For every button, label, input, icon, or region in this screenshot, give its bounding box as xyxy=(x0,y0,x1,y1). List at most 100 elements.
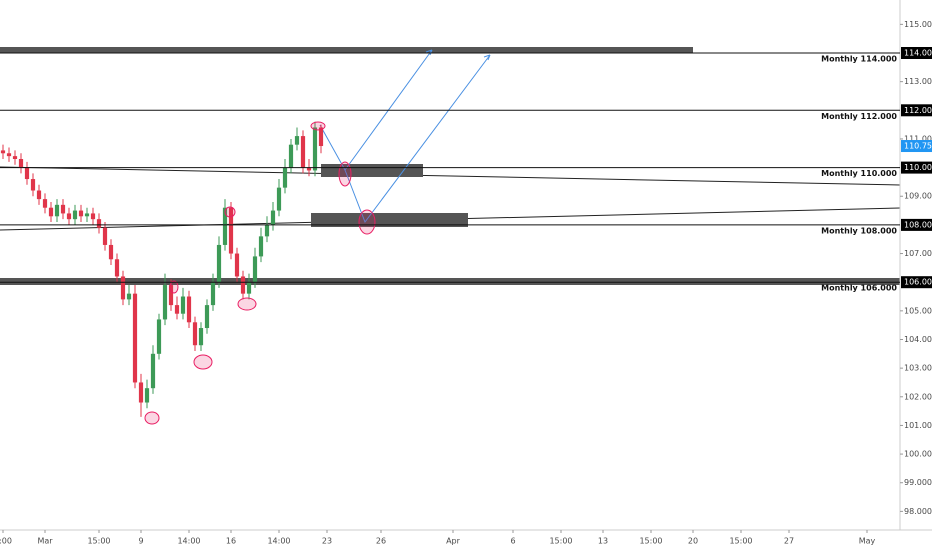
x-tick-label: 14:00 xyxy=(267,537,290,546)
y-tick-label: 99.000 xyxy=(904,478,932,487)
x-tick-label: 27 xyxy=(784,537,794,546)
last-price-label: 110.753 xyxy=(904,142,932,151)
zone xyxy=(321,164,423,177)
x-tick-label: 9 xyxy=(138,537,143,546)
candle-body xyxy=(204,305,210,329)
x-tick-label: 15:00 xyxy=(549,537,572,546)
candle-body xyxy=(306,167,312,171)
candle-body xyxy=(156,319,162,354)
price-label-box xyxy=(901,47,932,59)
candle-body xyxy=(300,136,306,168)
candle-body xyxy=(150,353,156,389)
candle-body xyxy=(102,227,108,245)
x-tick-label: 5:00 xyxy=(0,537,12,546)
level-label: Monthly 110.000 xyxy=(821,169,897,178)
candle-body xyxy=(192,322,198,346)
candle-body xyxy=(210,282,216,306)
candle-body xyxy=(174,305,180,314)
level-label: Monthly 114.000 xyxy=(821,55,897,64)
candle-body xyxy=(282,167,288,188)
candle-body xyxy=(162,285,168,320)
zone xyxy=(311,213,468,227)
candle-body xyxy=(54,204,60,217)
x-tick-label: Mar xyxy=(37,537,53,546)
candle-body xyxy=(114,259,120,277)
x-tick-label: Apr xyxy=(446,537,461,546)
price-label: 108.000 xyxy=(904,220,932,229)
candle-body xyxy=(138,382,144,403)
candle-body xyxy=(6,153,12,157)
candle-body xyxy=(270,210,276,225)
price-label: 112.000 xyxy=(904,106,932,115)
x-tick-label: 13 xyxy=(598,537,608,546)
highlight xyxy=(358,209,376,235)
candle-body xyxy=(228,207,234,254)
y-tick-label: 104.000 xyxy=(904,335,932,344)
highlight xyxy=(310,121,326,131)
highlight xyxy=(144,411,160,425)
candle-body xyxy=(0,150,6,154)
x-tick-label: 15:00 xyxy=(639,537,662,546)
candle-body xyxy=(252,256,258,283)
candle-body xyxy=(84,213,90,217)
candle-body xyxy=(96,219,102,228)
candle-body xyxy=(120,276,126,300)
candle-body xyxy=(72,210,78,220)
y-tick-label: 111.000 xyxy=(904,134,932,143)
candle-body xyxy=(66,213,72,220)
x-tick-label: 15:00 xyxy=(729,537,752,546)
candle-body xyxy=(276,187,282,211)
candle-body xyxy=(12,156,18,159)
level-label: Monthly 112.000 xyxy=(821,112,897,121)
price-axis xyxy=(900,0,932,530)
candle-body xyxy=(222,207,228,245)
level-label: Monthly 106.000 xyxy=(821,284,897,293)
highlights xyxy=(144,121,376,425)
price-label-box xyxy=(901,104,932,117)
candle-body xyxy=(60,204,66,214)
candle-body xyxy=(288,144,294,168)
x-tick-label: May xyxy=(859,537,876,546)
price-label: 106.000 xyxy=(904,278,932,287)
x-tick-label: 23 xyxy=(322,537,332,546)
x-tick-label: 16 xyxy=(226,537,236,546)
last-price-box xyxy=(901,140,932,153)
candle-body xyxy=(198,328,204,346)
candle-body xyxy=(30,179,36,191)
highlight xyxy=(169,280,179,294)
candle-body xyxy=(294,136,300,145)
trend-line xyxy=(0,166,901,186)
candle-body xyxy=(246,282,252,294)
highlight xyxy=(193,354,213,370)
y-tick-label: 115.000 xyxy=(904,20,932,29)
highlight xyxy=(224,206,236,218)
candle-body xyxy=(18,159,24,168)
candle-body xyxy=(312,127,318,171)
price-label: 110.000 xyxy=(904,163,932,172)
zone xyxy=(0,278,900,285)
x-tick-label: 26 xyxy=(376,537,386,546)
x-tick-label: 6 xyxy=(510,537,515,546)
y-tick-label: 105.000 xyxy=(904,306,932,315)
candle-body xyxy=(144,388,150,403)
candle-body xyxy=(126,293,132,300)
highlight xyxy=(338,161,352,187)
axes: 98.000 99.000 100.000 101.000 102.000 103.000… xyxy=(0,20,932,546)
price-label: 114.000 xyxy=(904,49,932,58)
candle-body xyxy=(108,244,114,260)
candle-body xyxy=(78,210,84,217)
candle-body xyxy=(180,296,186,314)
y-tick-label: 107.000 xyxy=(904,249,932,258)
candle-body xyxy=(240,276,246,294)
candle-body xyxy=(24,167,30,180)
y-tick-label: 103.000 xyxy=(904,364,932,373)
candle-body xyxy=(234,253,240,277)
candle-body xyxy=(186,296,192,323)
candle-body xyxy=(42,199,48,208)
candle-body xyxy=(258,236,264,257)
y-tick-label: 98.000 xyxy=(904,507,932,516)
candle-body xyxy=(264,224,270,237)
